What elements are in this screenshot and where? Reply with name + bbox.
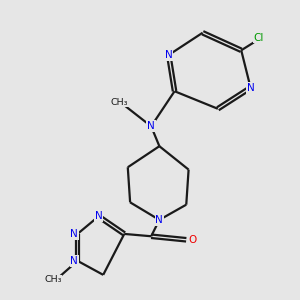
- Text: N: N: [70, 256, 78, 266]
- Text: O: O: [188, 235, 197, 245]
- Text: N: N: [247, 83, 254, 93]
- Text: N: N: [155, 215, 163, 225]
- Text: CH₃: CH₃: [44, 275, 61, 284]
- Text: N: N: [165, 50, 172, 60]
- Text: N: N: [147, 121, 155, 131]
- Text: N: N: [70, 229, 78, 239]
- Text: N: N: [95, 212, 102, 221]
- Text: Cl: Cl: [254, 33, 264, 43]
- Text: CH₃: CH₃: [111, 98, 128, 106]
